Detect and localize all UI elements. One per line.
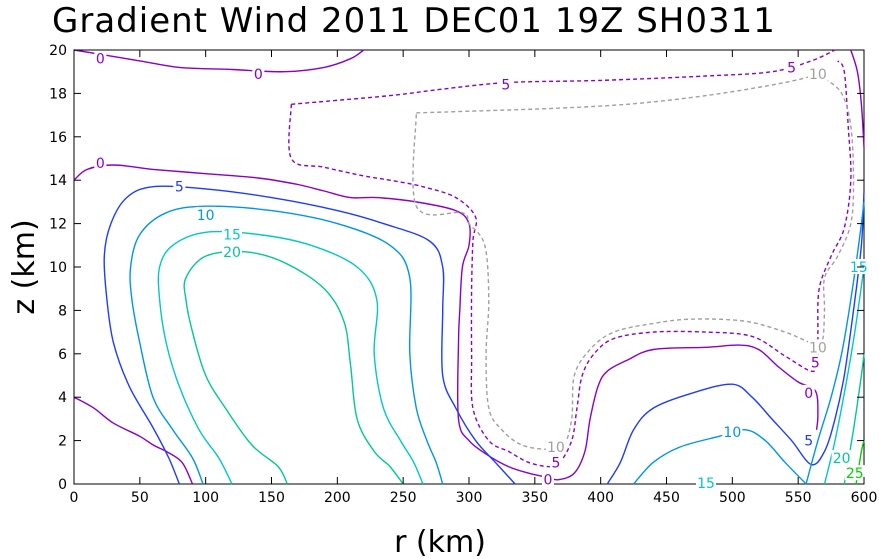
contour-label-bg xyxy=(831,449,852,465)
contour-label: 15 xyxy=(223,227,241,243)
x-tick-label: 550 xyxy=(785,490,812,506)
x-tick-label: 150 xyxy=(258,490,285,506)
contour-line-zero-3 xyxy=(850,49,865,148)
contour-line-neg5-4 xyxy=(291,49,836,105)
contour-label-bg xyxy=(499,76,512,92)
contour-label-bg xyxy=(722,423,743,439)
x-axis-ticks: 0 50 100 150 200 250 300 350 400 450 500 550 600 xyxy=(70,50,878,506)
contour-line-pos10-9 xyxy=(129,205,444,485)
contour-line-pos15-12 xyxy=(157,230,424,485)
y-tick-label: 4 xyxy=(58,390,67,406)
x-tick-label: 50 xyxy=(131,490,149,506)
contour-label: 0 xyxy=(544,473,553,489)
contour-line-pos20-14 xyxy=(183,250,404,485)
y-tick-label: 14 xyxy=(49,173,67,189)
contour-label: 10 xyxy=(547,440,565,456)
contour-line-neg5-5 xyxy=(288,60,852,469)
contour-label: 5 xyxy=(551,455,560,471)
contour-label-bg xyxy=(94,154,107,170)
contour-label-bg xyxy=(807,65,828,81)
contour-label-bg xyxy=(252,65,265,81)
contour-label-bg xyxy=(696,474,716,490)
contour-line-zero-2 xyxy=(73,396,194,485)
y-tick-label: 12 xyxy=(49,217,67,233)
x-tick-label: 500 xyxy=(719,490,746,506)
contour-line-zero-1 xyxy=(73,164,819,481)
contour-line-zero-0 xyxy=(73,49,365,73)
contour-label: 5 xyxy=(787,60,796,76)
x-tick-label: 450 xyxy=(653,490,680,506)
contour-line-pos10-11 xyxy=(805,201,865,485)
contour-label-bg xyxy=(545,439,566,455)
chart-title: Gradient Wind 2011 DEC01 19Z SH0311 xyxy=(52,1,776,41)
contour-label: 20 xyxy=(223,245,241,261)
contour-label-bg xyxy=(222,243,242,259)
contour-label-bg xyxy=(802,384,815,400)
contour-label-bg xyxy=(807,339,828,355)
contour-label-bg xyxy=(844,465,865,481)
contour-label: 5 xyxy=(501,78,510,94)
x-tick-label: 400 xyxy=(587,490,614,506)
contour-label-bg xyxy=(549,454,562,470)
contour-label: 5 xyxy=(811,355,820,371)
contour-line-neg10-6 xyxy=(412,70,855,451)
contour-label: 25 xyxy=(846,466,864,482)
contour-label-bg xyxy=(785,59,798,75)
contour-line-pos5-8 xyxy=(606,190,865,485)
contour-label: 5 xyxy=(175,180,184,196)
x-tick-label: 0 xyxy=(70,490,79,506)
y-axis-title: z (km) xyxy=(7,219,42,314)
contour-label-bg xyxy=(809,354,822,370)
x-axis-title: r (km) xyxy=(394,525,486,559)
x-tick-label: 600 xyxy=(851,490,878,506)
contour-label: 5 xyxy=(804,434,813,450)
y-tick-label: 10 xyxy=(49,260,67,276)
contour-line-pos5-7 xyxy=(103,185,516,485)
y-tick-label: 20 xyxy=(49,43,67,59)
contour-label: 10 xyxy=(723,425,741,441)
x-tick-label: 200 xyxy=(324,490,351,506)
contour-label-bg xyxy=(542,471,554,487)
y-axis-ticks: 0 2 4 6 8 10 12 14 16 18 20 xyxy=(49,43,864,493)
contour-label: 0 xyxy=(254,67,263,83)
x-tick-label: 350 xyxy=(521,490,548,506)
contour-label-bg xyxy=(802,432,815,448)
x-tick-label: 250 xyxy=(390,490,417,506)
contour-lines xyxy=(73,49,865,485)
y-tick-label: 8 xyxy=(58,303,67,319)
contour-label: 15 xyxy=(697,476,715,492)
contour-label: 10 xyxy=(809,67,827,83)
y-tick-label: 0 xyxy=(58,477,67,493)
x-tick-label: 300 xyxy=(456,490,483,506)
contour-label-bg xyxy=(222,226,242,242)
contour-label: 0 xyxy=(96,156,105,172)
contour-label: 10 xyxy=(197,208,215,224)
contour-label: 20 xyxy=(833,451,851,467)
y-tick-label: 18 xyxy=(49,86,67,102)
contour-label-bg xyxy=(195,206,216,222)
y-tick-label: 16 xyxy=(49,130,67,146)
y-tick-label: 6 xyxy=(58,347,67,363)
y-tick-label: 2 xyxy=(58,434,67,450)
contour-label-bg xyxy=(173,178,186,194)
contour-label-bg xyxy=(94,50,107,66)
contour-label: 0 xyxy=(804,386,813,402)
contour-label: 10 xyxy=(809,340,827,356)
contour-label: 0 xyxy=(96,52,105,68)
x-tick-label: 100 xyxy=(192,490,219,506)
contour-label: 15 xyxy=(850,260,868,276)
contour-line-pos10-10 xyxy=(633,429,807,485)
